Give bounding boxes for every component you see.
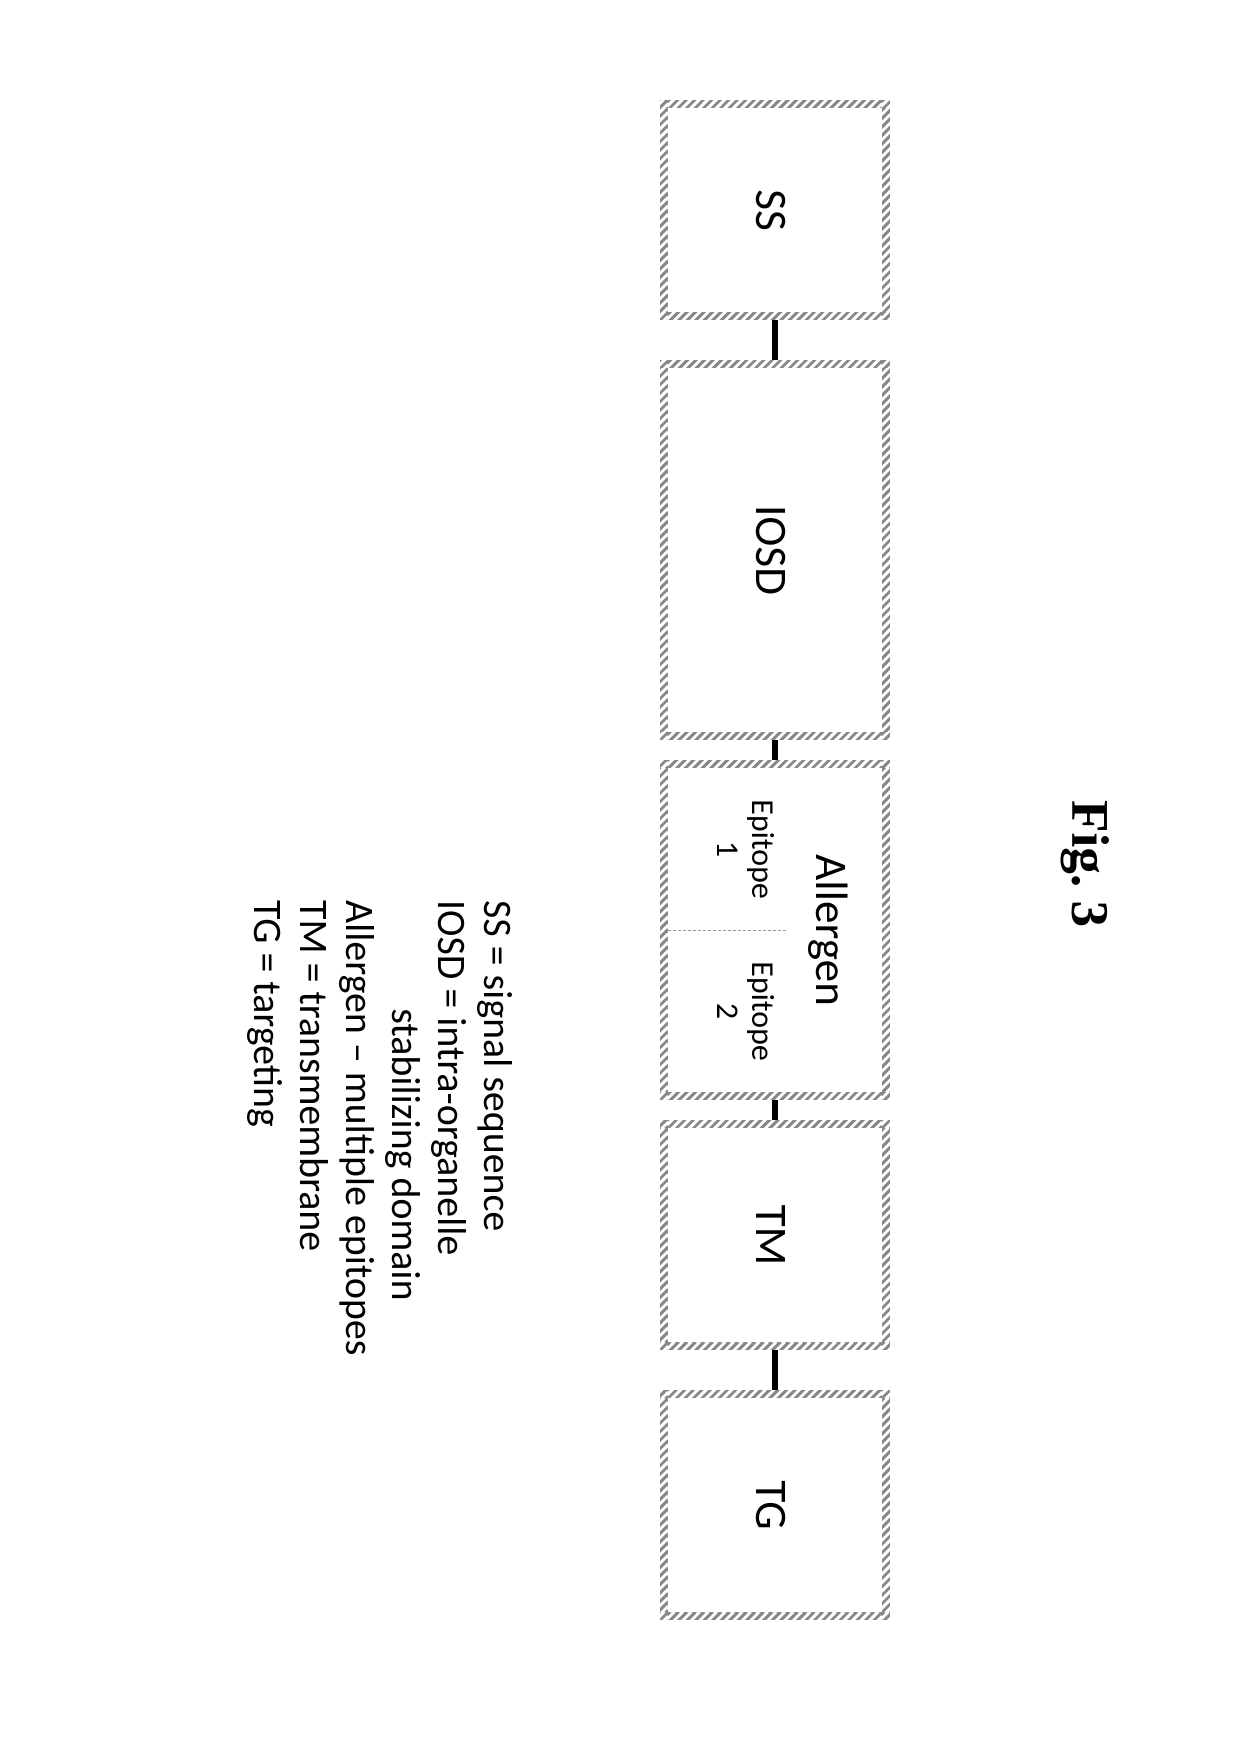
box-label-ss: SS (743, 100, 798, 320)
box-ss: SS (660, 100, 890, 320)
box-label-tm: TM (743, 1120, 798, 1350)
legend-line-1: IOSD = intra-organelle (428, 900, 474, 1355)
box-tm: TM (660, 1120, 890, 1350)
box-allergen: Allergen Epitope1Epitope2 (660, 760, 890, 1100)
connector-tm-tg (772, 1350, 778, 1390)
legend-line-2: stabilizing domain (382, 900, 428, 1355)
legend-line-0: SS = signal sequence (474, 900, 520, 1355)
box-label-allergen: Allergen (803, 760, 858, 1100)
figure-title: Fig. 3 (1059, 800, 1120, 927)
box-label-iosd: IOSD (743, 360, 798, 740)
epitope-label-2: Epitope2 (709, 930, 779, 1092)
epitope-label-1: Epitope1 (709, 768, 779, 930)
box-iosd: IOSD (660, 360, 890, 740)
box-tg: TG (660, 1390, 890, 1620)
legend-line-3: Allergen – multiple epitopes (336, 900, 382, 1355)
connector-iosd-allergen (772, 740, 778, 760)
connector-ss-iosd (772, 320, 778, 360)
legend-line-5: TG = targeting (244, 900, 290, 1355)
connector-allergen-tm (772, 1100, 778, 1120)
legend-line-4: TM = transmembrane (290, 900, 336, 1355)
legend: SS = signal sequenceIOSD = intra-organel… (244, 900, 520, 1355)
box-label-tg: TG (743, 1390, 798, 1620)
